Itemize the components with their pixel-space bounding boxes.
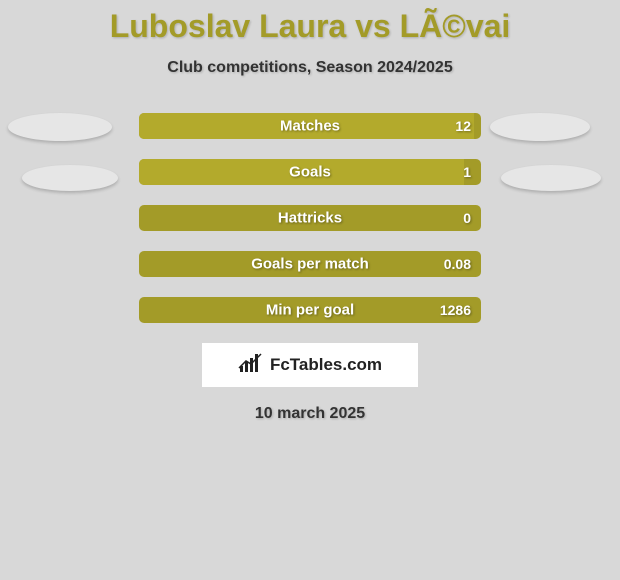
subtitle: Club competitions, Season 2024/2025 [0,59,620,77]
stat-row: Min per goal 1286 [139,297,481,323]
stat-row-value: 0.08 [444,256,471,272]
stat-row-value: 1286 [440,302,471,318]
stat-row-value: 12 [455,118,471,134]
stat-row-label: Goals [289,164,331,181]
player-ellipse-2 [22,165,118,191]
stat-row-label: Hattricks [278,210,342,227]
brand-chart-icon [238,352,264,379]
chart-area: Matches 12 Goals 1 Hattricks 0 Goals per match… [0,113,620,323]
brand-box: FcTables.com [202,343,418,387]
stat-row: Goals 1 [139,159,481,185]
comparison-card: Luboslav Laura vs LÃ©vai Club competitio… [0,0,620,580]
date-label: 10 march 2025 [0,405,620,423]
stat-row-label: Matches [280,118,340,135]
page-title: Luboslav Laura vs LÃ©vai [0,0,620,45]
player-ellipse-1 [490,113,590,141]
stat-row-value: 0 [463,210,471,226]
player-ellipse-3 [501,165,601,191]
player-ellipse-0 [8,113,112,141]
stat-row: Goals per match 0.08 [139,251,481,277]
stat-row-label: Goals per match [251,256,369,273]
stat-rows: Matches 12 Goals 1 Hattricks 0 Goals per match… [139,113,481,323]
stat-row-value: 1 [463,164,471,180]
stat-row: Hattricks 0 [139,205,481,231]
stat-row-label: Min per goal [266,302,354,319]
stat-row: Matches 12 [139,113,481,139]
brand-text: FcTables.com [270,355,382,375]
